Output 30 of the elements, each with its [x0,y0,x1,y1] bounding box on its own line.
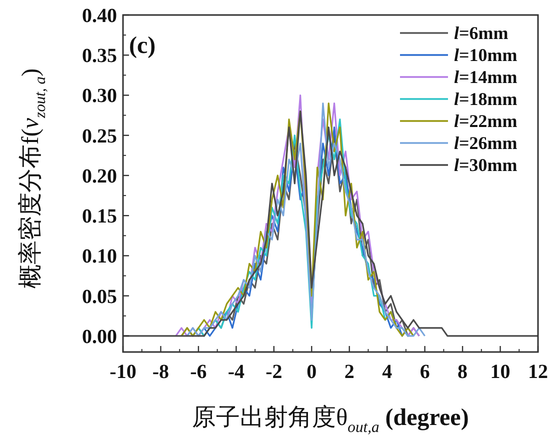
x-tick-label: -8 [152,361,170,383]
x-axis-title: 原子出射角度θ$_{out,a}$ (degree) [192,404,469,436]
annotation: (c) [129,33,156,59]
y-tick-label: 0.35 [82,45,117,68]
x-tick-label: -4 [228,361,245,383]
y-tick-label: 0.10 [82,246,117,268]
x-tick-label: 12 [528,361,548,383]
y-tick-label: 0.20 [82,165,117,188]
y-tick-label: 0.15 [82,206,117,228]
legend-label: l=26mm [454,133,518,153]
x-tick-label: 8 [458,361,468,383]
y-tick-label: 0.00 [82,326,117,348]
legend-label: l=10mm [454,45,518,65]
y-tick-label: 0.25 [82,125,117,148]
x-tick-label: 6 [420,361,430,383]
legend-label: l=22mm [454,111,518,131]
x-tick-label: 10 [490,361,510,383]
x-tick-label: -2 [266,361,282,383]
legend-label: l=14mm [454,67,518,87]
x-tick-label: 0 [306,361,317,383]
y-tick-label: 0.05 [82,286,117,308]
legend-label: l=30mm [454,155,518,175]
y-tick-label: 0.40 [82,5,117,27]
x-tick-label: -10 [110,361,136,383]
x-tick-label: 4 [382,361,392,383]
x-tick-label: -6 [190,361,207,383]
x-tick-label: 2 [344,361,354,383]
legend-label: l=18mm [454,89,518,109]
y-tick-label: 0.30 [82,85,117,108]
legend-label: l=6mm [454,23,508,43]
